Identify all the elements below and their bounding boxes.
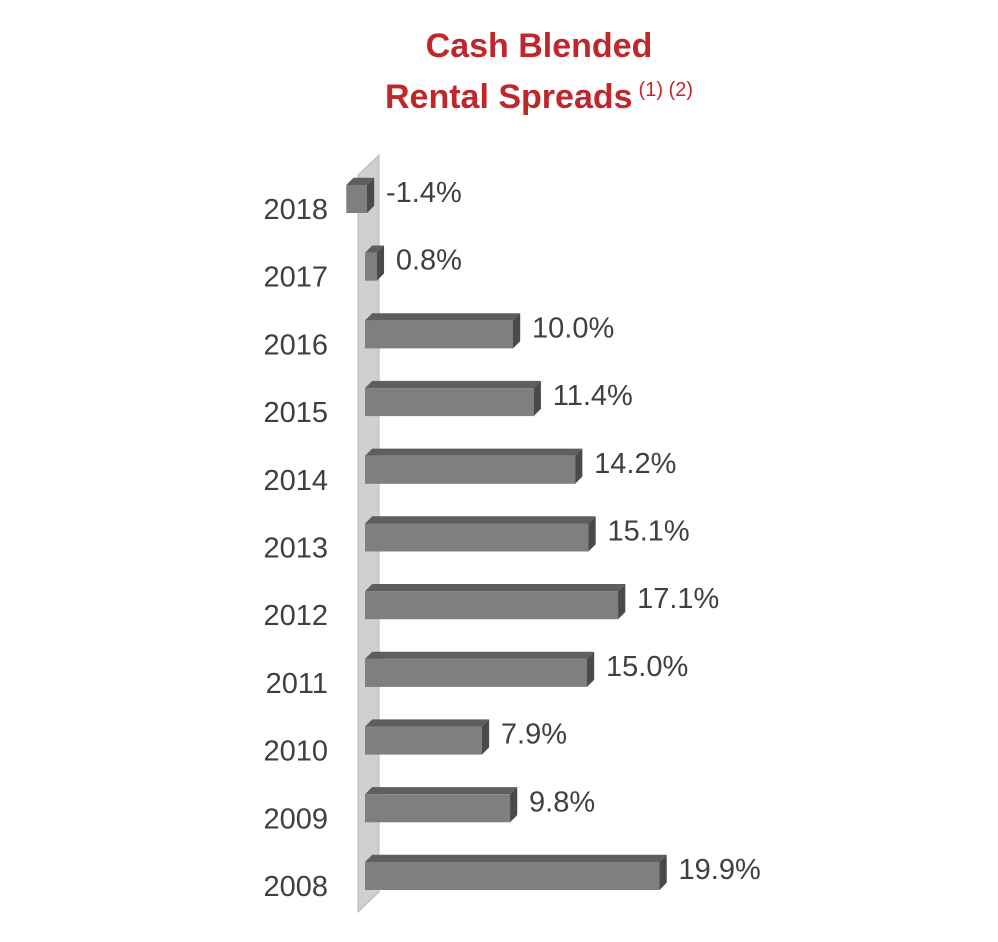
bar-side-2014 xyxy=(575,448,583,484)
data-label-2010: 7.9% xyxy=(501,719,567,751)
bar-top-2015 xyxy=(365,380,541,389)
tick-label-2013: 2013 xyxy=(263,533,328,565)
bar-side-2012 xyxy=(618,584,626,620)
data-label-2016: 10.0% xyxy=(532,312,614,344)
chart-title-line2-text: Rental Spreads xyxy=(385,78,633,116)
tick-label-2016: 2016 xyxy=(263,329,328,361)
bar-top-2008 xyxy=(365,854,667,862)
bar-side-2009 xyxy=(510,787,518,823)
bar-top-2016 xyxy=(365,313,521,321)
data-label-2008: 19.9% xyxy=(679,854,761,886)
bar-side-2016 xyxy=(513,313,521,349)
data-label-2014: 14.2% xyxy=(594,448,676,480)
bar-side-2013 xyxy=(588,516,596,552)
data-label-2012: 17.1% xyxy=(637,583,719,615)
tick-label-2014: 2014 xyxy=(263,465,328,497)
chart-title-footnotes: (1) (2) xyxy=(638,79,693,101)
bar-2011 xyxy=(365,658,587,687)
tick-label-2015: 2015 xyxy=(263,397,328,429)
bar-side-2017 xyxy=(376,245,385,281)
bar-2008 xyxy=(365,862,660,890)
tick-label-2008: 2008 xyxy=(263,871,328,903)
bar-2015 xyxy=(365,388,534,417)
bar-top-2010 xyxy=(365,719,490,727)
bar-side-2018 xyxy=(367,177,375,213)
bar-side-2011 xyxy=(587,651,595,687)
chart-title: Cash Blended Rental Spreads (1) (2) xyxy=(0,24,998,119)
tick-label-2017: 2017 xyxy=(263,262,328,294)
bar-top-2011 xyxy=(365,651,595,659)
bar-2018 xyxy=(346,185,367,213)
tick-label-2012: 2012 xyxy=(263,600,328,632)
chart-title-line2: Rental Spreads (1) (2) xyxy=(0,68,998,119)
tick-label-2009: 2009 xyxy=(263,803,328,835)
tick-label-2010: 2010 xyxy=(263,736,328,768)
data-label-2017: 0.8% xyxy=(396,245,462,277)
bar-side-2015 xyxy=(533,380,541,417)
data-label-2018: -1.4% xyxy=(386,177,462,209)
bar-2009 xyxy=(365,794,511,823)
chart-title-line1: Cash Blended xyxy=(425,27,653,65)
data-label-2013: 15.1% xyxy=(607,516,689,548)
bar-2010 xyxy=(365,726,482,755)
tick-label-2018: 2018 xyxy=(263,194,328,226)
data-label-2009: 9.8% xyxy=(529,786,595,818)
bar-top-2012 xyxy=(365,584,626,592)
tick-label-2011: 2011 xyxy=(266,668,328,700)
bar-top-2009 xyxy=(365,787,518,795)
bar-2016 xyxy=(365,320,513,349)
bar-top-2014 xyxy=(365,448,583,456)
bar-side-2008 xyxy=(659,854,667,890)
bar-2014 xyxy=(365,455,576,484)
bar-side-2010 xyxy=(481,719,490,755)
data-label-2015: 11.4% xyxy=(553,380,633,412)
bar-top-2018 xyxy=(346,177,375,185)
bar-2017 xyxy=(365,252,377,281)
bar-2013 xyxy=(365,523,589,552)
data-label-2011: 15.0% xyxy=(606,651,688,683)
bar-2012 xyxy=(365,591,619,620)
bar-top-2017 xyxy=(365,245,385,253)
bar-top-2013 xyxy=(365,516,596,524)
